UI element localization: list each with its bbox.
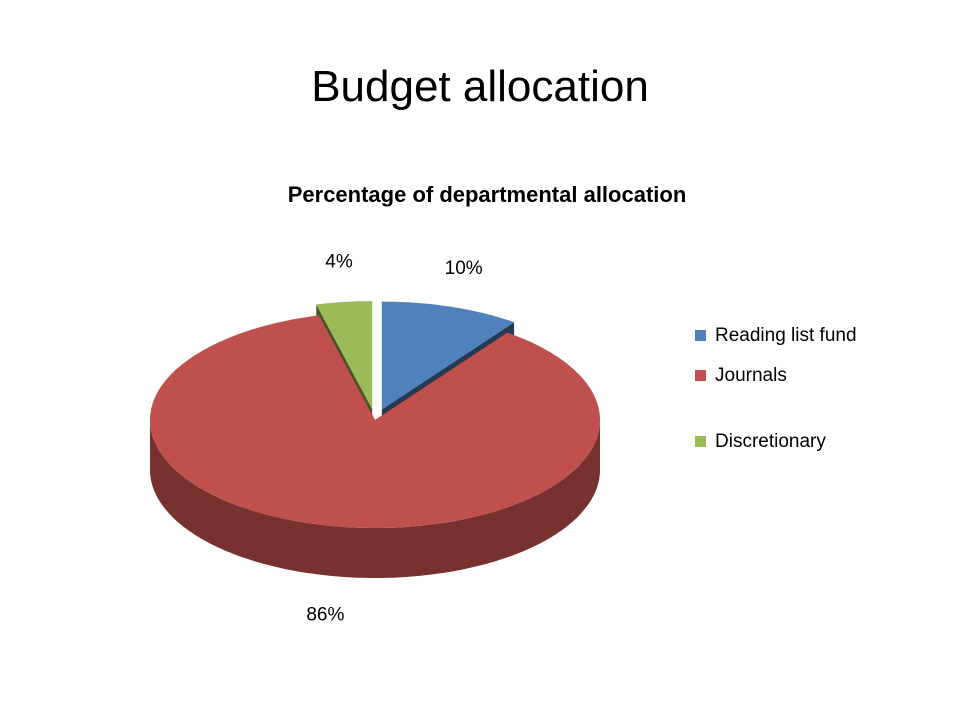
slice-top xyxy=(316,301,373,410)
legend-label: Discretionary xyxy=(715,431,826,452)
legend-swatch xyxy=(695,330,706,341)
data-label: 86% xyxy=(306,604,344,625)
legend-item: Reading list fund xyxy=(695,322,865,350)
data-label: 4% xyxy=(325,251,353,272)
data-label: 10% xyxy=(445,258,483,279)
legend-item: Discretionary xyxy=(695,428,865,456)
legend-swatch xyxy=(695,436,706,447)
legend-item: Journals xyxy=(695,362,865,390)
slide-title: Budget allocation xyxy=(311,62,649,111)
legend-label: Reading list fund xyxy=(715,325,857,346)
slice-top xyxy=(150,315,600,528)
slice-side xyxy=(150,420,600,578)
slice-top xyxy=(381,301,515,410)
legend: Reading list fund Journals Discretionary xyxy=(695,322,865,494)
chart-title: Percentage of departmental allocation xyxy=(288,182,687,207)
pie-slice xyxy=(150,315,600,578)
legend-label: Journals xyxy=(715,365,787,386)
legend-swatch xyxy=(695,370,706,381)
